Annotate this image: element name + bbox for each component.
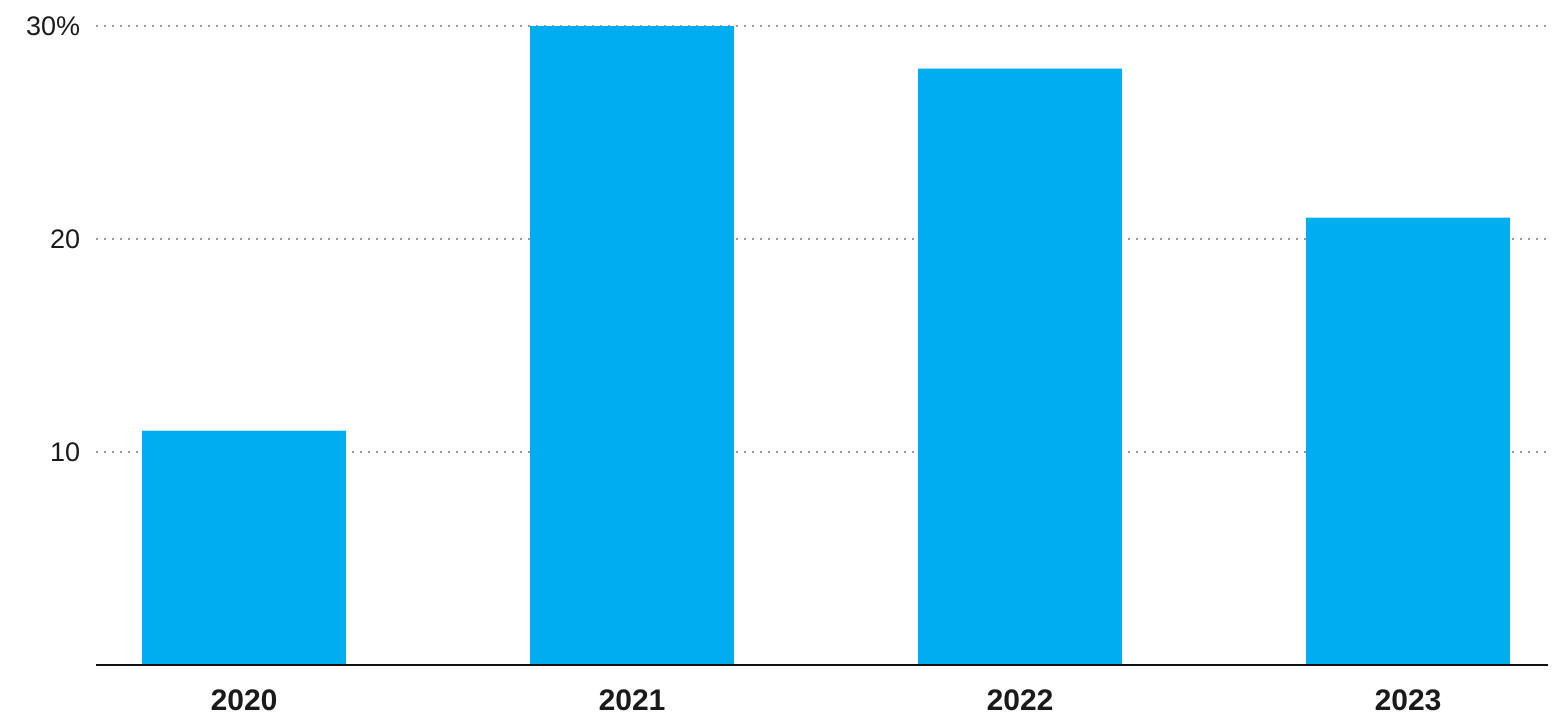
x-tick-label-2021: 2021 [599, 684, 666, 714]
y-tick-label-30: 30% [26, 11, 80, 41]
x-tick-label-2023: 2023 [1375, 684, 1442, 714]
y-tick-label-20: 20 [50, 224, 80, 254]
bars [142, 26, 1510, 666]
bar-2021 [530, 26, 734, 665]
bar-2022 [918, 68, 1122, 666]
x-axis-ticks: 2020 2021 2022 2023 [211, 684, 1442, 714]
x-tick-label-2022: 2022 [987, 684, 1054, 714]
y-tick-label-10: 10 [50, 437, 80, 467]
x-tick-label-2020: 2020 [211, 684, 278, 714]
bar-2020 [142, 430, 346, 665]
y-axis-ticks: 10 20 30% [26, 11, 80, 467]
bar-2023 [1306, 217, 1510, 665]
